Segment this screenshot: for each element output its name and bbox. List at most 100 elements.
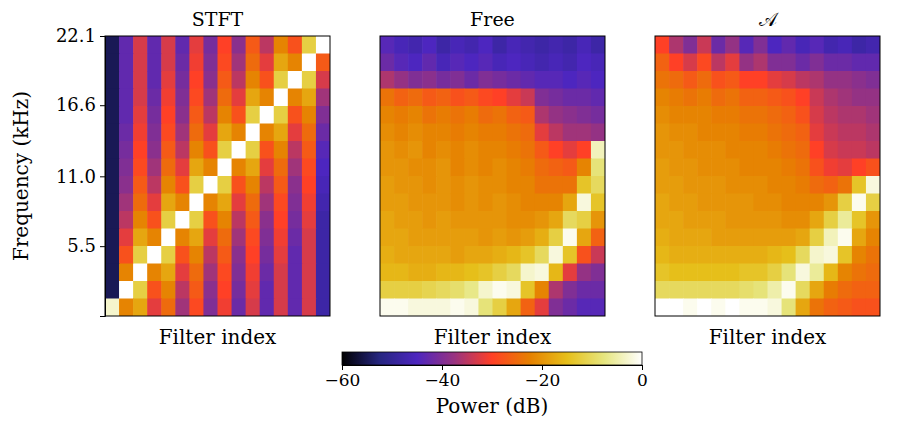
heat-cell [105, 194, 120, 212]
heat-cell [549, 54, 564, 72]
heat-cell [274, 194, 289, 212]
heat-cell [697, 106, 712, 124]
heat-cell [422, 106, 437, 124]
heat-cell [768, 246, 783, 264]
tick: −20 [525, 365, 561, 390]
heat-cell [175, 159, 190, 177]
figure: STFTFilter index5.511.016.622.1Frequency… [0, 0, 910, 436]
heat-cell [133, 264, 148, 282]
heat-cell [711, 159, 726, 177]
heat-cell [824, 264, 839, 282]
heat-cell [232, 194, 247, 212]
heat-cell [316, 124, 330, 142]
heat-cell [824, 54, 839, 72]
heat-cell [203, 54, 218, 72]
heat-cell [577, 211, 592, 229]
heat-cell [824, 194, 839, 212]
heat-cell [422, 246, 437, 264]
heat-cell [119, 246, 134, 264]
heat-cell [782, 54, 797, 72]
heat-cell [302, 36, 317, 54]
heat-cell [274, 299, 289, 317]
heat-cell [232, 246, 247, 264]
heat-cell [725, 124, 740, 142]
heat-cell [725, 211, 740, 229]
heat-cell [380, 211, 395, 229]
heat-cell [669, 54, 684, 72]
heat-cell [739, 89, 754, 107]
heat-cell [669, 229, 684, 247]
heat-cell [203, 299, 218, 317]
heat-cell [218, 89, 233, 107]
tick-label: −20 [525, 370, 561, 390]
heat-cell [711, 211, 726, 229]
heat-cell [133, 36, 148, 54]
heat-cell [408, 281, 423, 299]
heat-cell [119, 54, 134, 72]
heat-cell [436, 211, 451, 229]
tick-label: 22.1 [56, 25, 96, 46]
heat-cell [810, 89, 825, 107]
heat-cell [450, 141, 465, 159]
heat-cell [493, 246, 508, 264]
heat-cell [507, 281, 522, 299]
heat-cell [246, 141, 261, 159]
heat-cell [739, 211, 754, 229]
heat-cell [422, 71, 437, 89]
heat-cell [422, 229, 437, 247]
heat-cell [711, 176, 726, 194]
heat-cell [852, 54, 867, 72]
tick-label: 11.0 [56, 166, 96, 187]
heat-cell [302, 194, 317, 212]
tick: −40 [425, 365, 461, 390]
heat-cell [852, 159, 867, 177]
heat-cell [464, 124, 479, 142]
heat-cell [577, 194, 592, 212]
heat-cell [422, 54, 437, 72]
frame [105, 36, 330, 316]
heat-cell [768, 106, 783, 124]
heat-cell [274, 211, 289, 229]
heat-cell [521, 176, 536, 194]
tick-mark [100, 246, 105, 247]
heat-cell [768, 176, 783, 194]
heat-cell [394, 106, 409, 124]
heat-cell [852, 246, 867, 264]
heat-cell [739, 106, 754, 124]
heat-cell [464, 194, 479, 212]
heat-cell [189, 176, 204, 194]
heat-cell [175, 194, 190, 212]
heat-cell [711, 36, 726, 54]
tick-label: 5.5 [67, 235, 96, 256]
heat-cell [711, 229, 726, 247]
heat-cell [697, 159, 712, 177]
heat-cell [796, 71, 811, 89]
heat-cell [203, 36, 218, 54]
heat-cell [577, 106, 592, 124]
heat-cell [288, 89, 303, 107]
heat-cell [478, 159, 493, 177]
heat-cell [161, 211, 176, 229]
heat-cell [436, 124, 451, 142]
heat-cell [655, 124, 670, 142]
heat-cell [147, 89, 162, 107]
heat-cell [683, 281, 698, 299]
heat-cell [655, 89, 670, 107]
heat-cell [810, 246, 825, 264]
heat-cell [450, 229, 465, 247]
heat-cell [175, 54, 190, 72]
heat-cell [739, 124, 754, 142]
heat-cell [288, 229, 303, 247]
heat-cell [725, 264, 740, 282]
heat-cell [669, 89, 684, 107]
heat-cell [288, 124, 303, 142]
heat-cell [725, 141, 740, 159]
heat-cell [768, 141, 783, 159]
heat-cell [133, 124, 148, 142]
heat-cell [563, 194, 578, 212]
heat-cell [535, 299, 550, 317]
heat-cell [380, 106, 395, 124]
heat-cell [246, 89, 261, 107]
heat-cell [147, 299, 162, 317]
heat-cell [739, 246, 754, 264]
